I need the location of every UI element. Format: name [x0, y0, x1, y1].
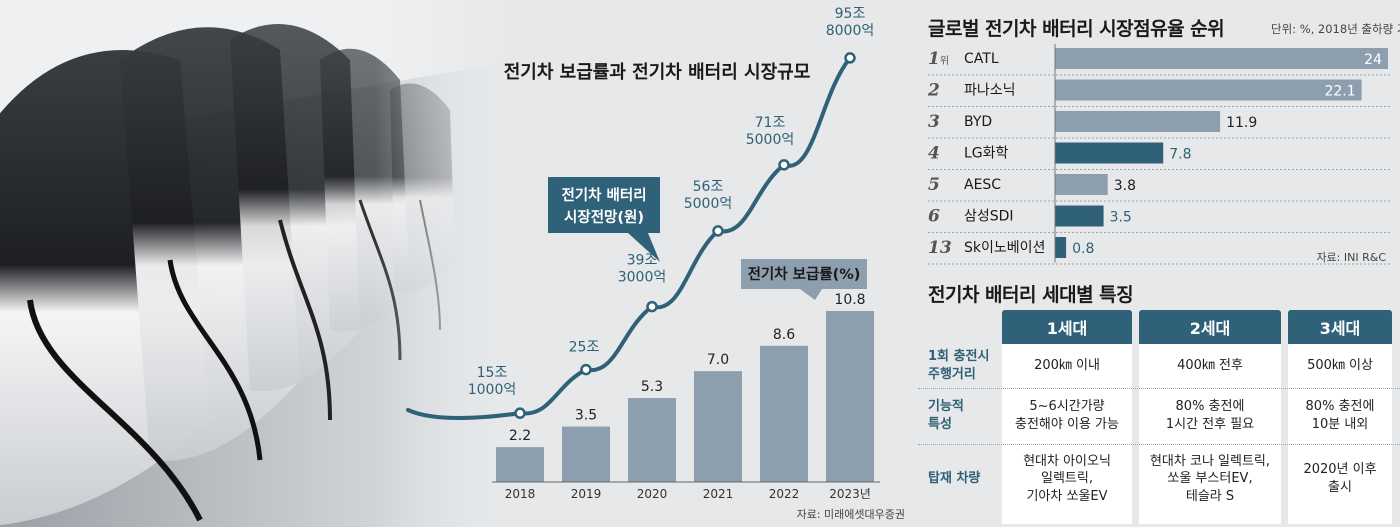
company-label: AESC	[964, 177, 1001, 193]
row-divider	[918, 388, 1400, 389]
share-bar	[1055, 205, 1104, 227]
battery-generation-table: 전기차 배터리 세대별 특징 1세대 2세대 3세대 1회 충전시 주행거리 200㎞ 이…	[918, 278, 1400, 527]
share-value-label: 7.8	[1169, 147, 1191, 163]
row-divider	[918, 444, 1400, 445]
line-callout-text: 전기차 배터리	[561, 187, 646, 204]
ranking-chart: 1위 CATL 24 2 파나소닉 22.1 3 BYD 11.9 4 LG화학 7.8 5 AESC 3.…	[927, 44, 1390, 265]
bar-value-label: 8.6	[773, 327, 795, 343]
line-callout-box	[548, 177, 660, 233]
company-label: BYD	[964, 114, 992, 130]
ev-charging-photo	[0, 0, 520, 527]
line-value-label: 39조 3000억	[618, 253, 667, 286]
share-value-label: 11.9	[1226, 115, 1257, 131]
generation-cell: 200㎞ 이내	[1034, 358, 1100, 374]
bar-value-label: 2.2	[509, 428, 531, 444]
generation-cell: 2020년 이후 출시	[1303, 462, 1377, 495]
line-point	[712, 225, 724, 237]
generation-cell: 80% 충전에 1시간 전후 필요	[1165, 399, 1255, 432]
rank-number: 6	[928, 207, 940, 227]
bar-callout-text: 전기차 보급률(%)	[748, 266, 861, 283]
company-label: 삼성SDI	[964, 209, 1014, 225]
rank-number: 5	[928, 175, 940, 195]
rank-number: 1위	[928, 49, 949, 69]
generation-column	[1002, 344, 1132, 524]
bar-value-label: 3.5	[575, 408, 597, 424]
generation-row-label: 1회 충전시 주행거리	[928, 349, 990, 382]
x-tick-label: 2018	[505, 487, 536, 501]
bar-callout-pointer	[800, 289, 822, 300]
generation-row-label: 탑재 차량	[928, 471, 981, 487]
generation-cell: 현대차 아이오닉 일렉트릭, 기아차 쏘울EV	[1023, 453, 1111, 504]
share-value-label: 3.5	[1110, 210, 1132, 226]
bar-value-label: 7.0	[707, 352, 729, 368]
main-chart-title: 전기차 보급률과 전기차 배터리 시장규모	[504, 62, 811, 83]
share-value-label: 24	[1364, 52, 1382, 68]
bar-2018	[496, 447, 544, 482]
company-label: 파나소닉	[964, 83, 1016, 99]
share-bar	[1055, 79, 1362, 101]
share-value-label: 22.1	[1324, 84, 1355, 100]
generation-header: 2세대	[1139, 310, 1281, 344]
bar-2023년	[826, 311, 874, 482]
share-bar	[1055, 48, 1388, 69]
company-label: CATL	[964, 51, 999, 67]
x-tick-label: 2021	[703, 487, 734, 501]
generation-header: 3세대	[1288, 310, 1392, 344]
x-tick-label: 2023년	[829, 487, 871, 501]
generation-cell: 400㎞ 전후	[1177, 358, 1243, 374]
rank-number: 13	[928, 238, 952, 258]
generation-column	[1139, 344, 1281, 524]
line-value-label: 71조 5000억	[746, 115, 795, 148]
bar-callout-box	[741, 259, 867, 289]
line-point	[580, 363, 592, 376]
generation-cell: 500㎞ 이상	[1307, 358, 1373, 374]
share-bar	[1055, 237, 1067, 258]
generation-row-label: 기능적 특성	[928, 399, 964, 432]
bar-value-label: 10.8	[834, 292, 865, 308]
ev-market-chart: 전기차 보급률과 전기차 배터리 시장규모 2.2 2018 3.5 2019 5.3 2…	[406, 6, 905, 521]
bar-2019	[562, 426, 610, 482]
battery-share-ranking: 글로벌 전기차 배터리 시장점유율 순위 단위: %, 2018년 출하량 기준…	[918, 0, 1400, 270]
main-chart-source: 자료: 미래에셋대우증권	[797, 508, 905, 521]
share-bar	[1055, 174, 1108, 195]
x-tick-label: 2022	[769, 487, 800, 501]
generation-cell: 현대차 코나 일렉트릭, 쏘울 부스터EV, 테슬라 S	[1149, 453, 1271, 504]
generation-cell: 80% 충전에 10분 내외	[1305, 399, 1375, 432]
x-tick-label: 2020	[637, 487, 668, 501]
line-value-label: 95조 8000억	[826, 6, 875, 39]
share-bar	[1055, 142, 1164, 164]
bar-2022	[760, 345, 808, 482]
generation-title: 전기차 배터리 세대별 특징	[928, 284, 1134, 306]
line-callout-pointer	[628, 233, 660, 262]
ranking-subtitle: 단위: %, 2018년 출하량 기준,	[1271, 22, 1400, 36]
generation-column	[1288, 344, 1392, 524]
x-tick-label: 2019	[571, 487, 602, 501]
rank-number: 3	[928, 112, 940, 132]
company-label: Sk이노베이션	[964, 240, 1045, 256]
rank-number: 4	[928, 144, 940, 164]
bar-2021	[694, 371, 742, 482]
line-value-label: 56조 5000억	[684, 179, 733, 212]
bar-2020	[628, 398, 676, 482]
ranking-source: 자료: INI R&C	[1316, 251, 1386, 264]
generation-cell: 5~6시간가량 충전해야 이용 가능	[1015, 399, 1119, 432]
share-value-label: 3.8	[1114, 178, 1136, 194]
line-point	[646, 300, 658, 313]
ranking-title: 글로벌 전기차 배터리 시장점유율 순위	[928, 18, 1225, 40]
line-point	[514, 407, 526, 419]
line-callout-text: 시장전망(원)	[564, 208, 644, 226]
share-bar	[1055, 111, 1221, 132]
company-label: LG화학	[964, 146, 1009, 162]
bar-value-label: 5.3	[641, 379, 663, 395]
generation-header: 1세대	[1002, 310, 1132, 344]
share-value-label: 0.8	[1072, 241, 1094, 257]
line-value-label: 25조	[569, 340, 600, 356]
line-value-label: 15조 1000억	[468, 365, 517, 398]
line-point	[778, 159, 790, 171]
line-point	[844, 52, 856, 64]
rank-number: 2	[927, 81, 940, 101]
